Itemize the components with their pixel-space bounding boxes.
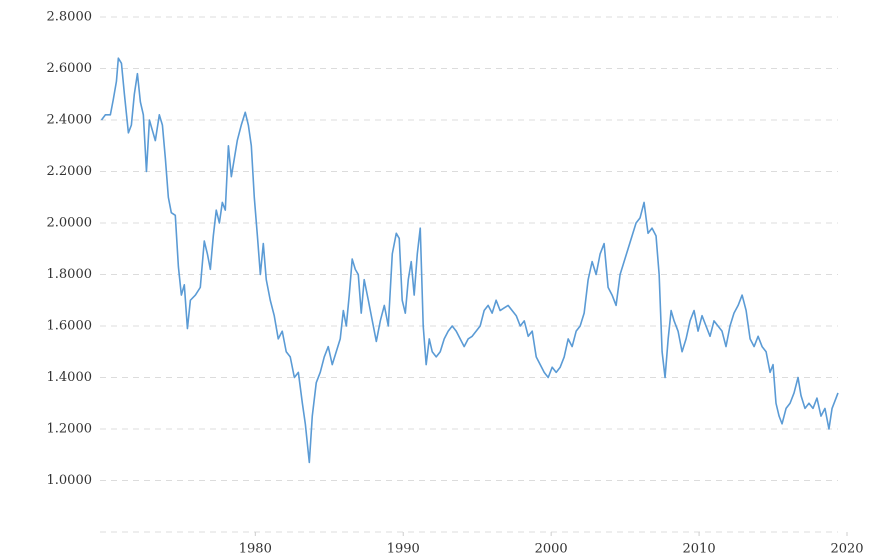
y-tick-label: 2.0000 — [47, 216, 93, 231]
y-tick-label: 1.8000 — [47, 267, 93, 282]
x-tick-label: 1990 — [387, 542, 420, 557]
y-tick-label: 2.2000 — [47, 164, 93, 179]
x-tick-label: 1980 — [239, 542, 272, 557]
y-tick-label: 1.2000 — [47, 422, 93, 437]
y-tick-label: 2.8000 — [47, 10, 93, 25]
x-tick-label: 2000 — [535, 542, 568, 557]
y-tick-label: 1.4000 — [47, 370, 93, 385]
y-tick-label: 2.6000 — [47, 61, 93, 76]
x-tick-label: 2010 — [683, 542, 716, 557]
y-tick-label: 1.0000 — [47, 473, 93, 488]
y-tick-label: 2.4000 — [47, 113, 93, 128]
price-line — [100, 57, 839, 464]
y-tick-label: 1.6000 — [47, 319, 93, 334]
x-tick-label: 2020 — [830, 542, 863, 557]
